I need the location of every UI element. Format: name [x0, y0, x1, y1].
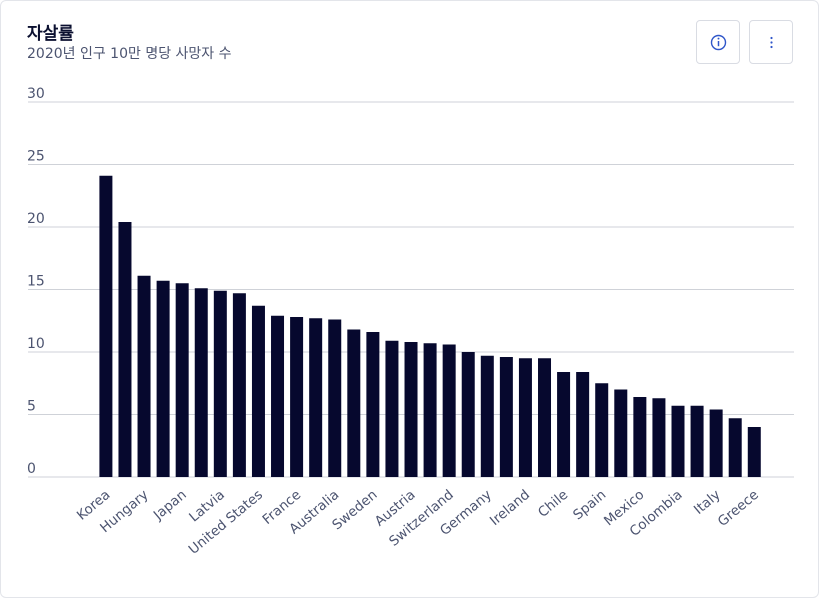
y-tick-label: 10 [27, 336, 45, 352]
more-options-button[interactable] [749, 20, 793, 64]
bar [442, 344, 456, 477]
bar [404, 342, 418, 477]
x-tick-label: Greece [715, 487, 762, 530]
bar [652, 398, 666, 477]
bar [633, 397, 647, 477]
chart-title: 자살률 [27, 24, 74, 44]
info-button[interactable] [696, 20, 740, 64]
bar [347, 329, 361, 477]
bar [271, 315, 285, 477]
bar [747, 427, 761, 477]
bar [232, 293, 246, 477]
bar [499, 357, 513, 477]
bar [118, 222, 132, 477]
bar [557, 372, 571, 477]
bar [671, 405, 685, 477]
y-tick-label: 5 [27, 399, 36, 415]
y-tick-label: 0 [27, 461, 36, 477]
y-tick-label: 20 [27, 211, 45, 227]
bar [480, 355, 494, 477]
bar [194, 288, 208, 477]
bar [595, 383, 609, 477]
info-circle-icon [710, 34, 727, 51]
bar [99, 175, 113, 477]
y-tick-label: 30 [27, 86, 45, 102]
bar [538, 358, 552, 477]
bar [137, 275, 151, 477]
bar [461, 352, 475, 477]
x-tick-label: Ireland [487, 487, 533, 529]
more-vertical-icon [770, 36, 773, 49]
bar [385, 340, 399, 477]
bar [690, 405, 704, 477]
bar [175, 283, 189, 477]
x-tick-label: Japan [150, 487, 190, 524]
bar [213, 290, 227, 477]
bar [728, 418, 742, 477]
bar [366, 332, 380, 477]
bar [614, 389, 628, 477]
bar [709, 409, 723, 477]
y-tick-label: 15 [27, 274, 45, 290]
bar [423, 343, 437, 477]
bar [309, 318, 323, 477]
bar [156, 280, 170, 477]
bar [251, 305, 265, 477]
chart-subtitle: 2020년 인구 10만 명당 사망자 수 [27, 46, 232, 62]
bar [576, 372, 590, 477]
bar [518, 358, 532, 477]
x-tick-label: Chile [535, 487, 571, 521]
y-tick-label: 25 [27, 149, 45, 165]
bar [328, 319, 342, 477]
bar [290, 317, 304, 477]
